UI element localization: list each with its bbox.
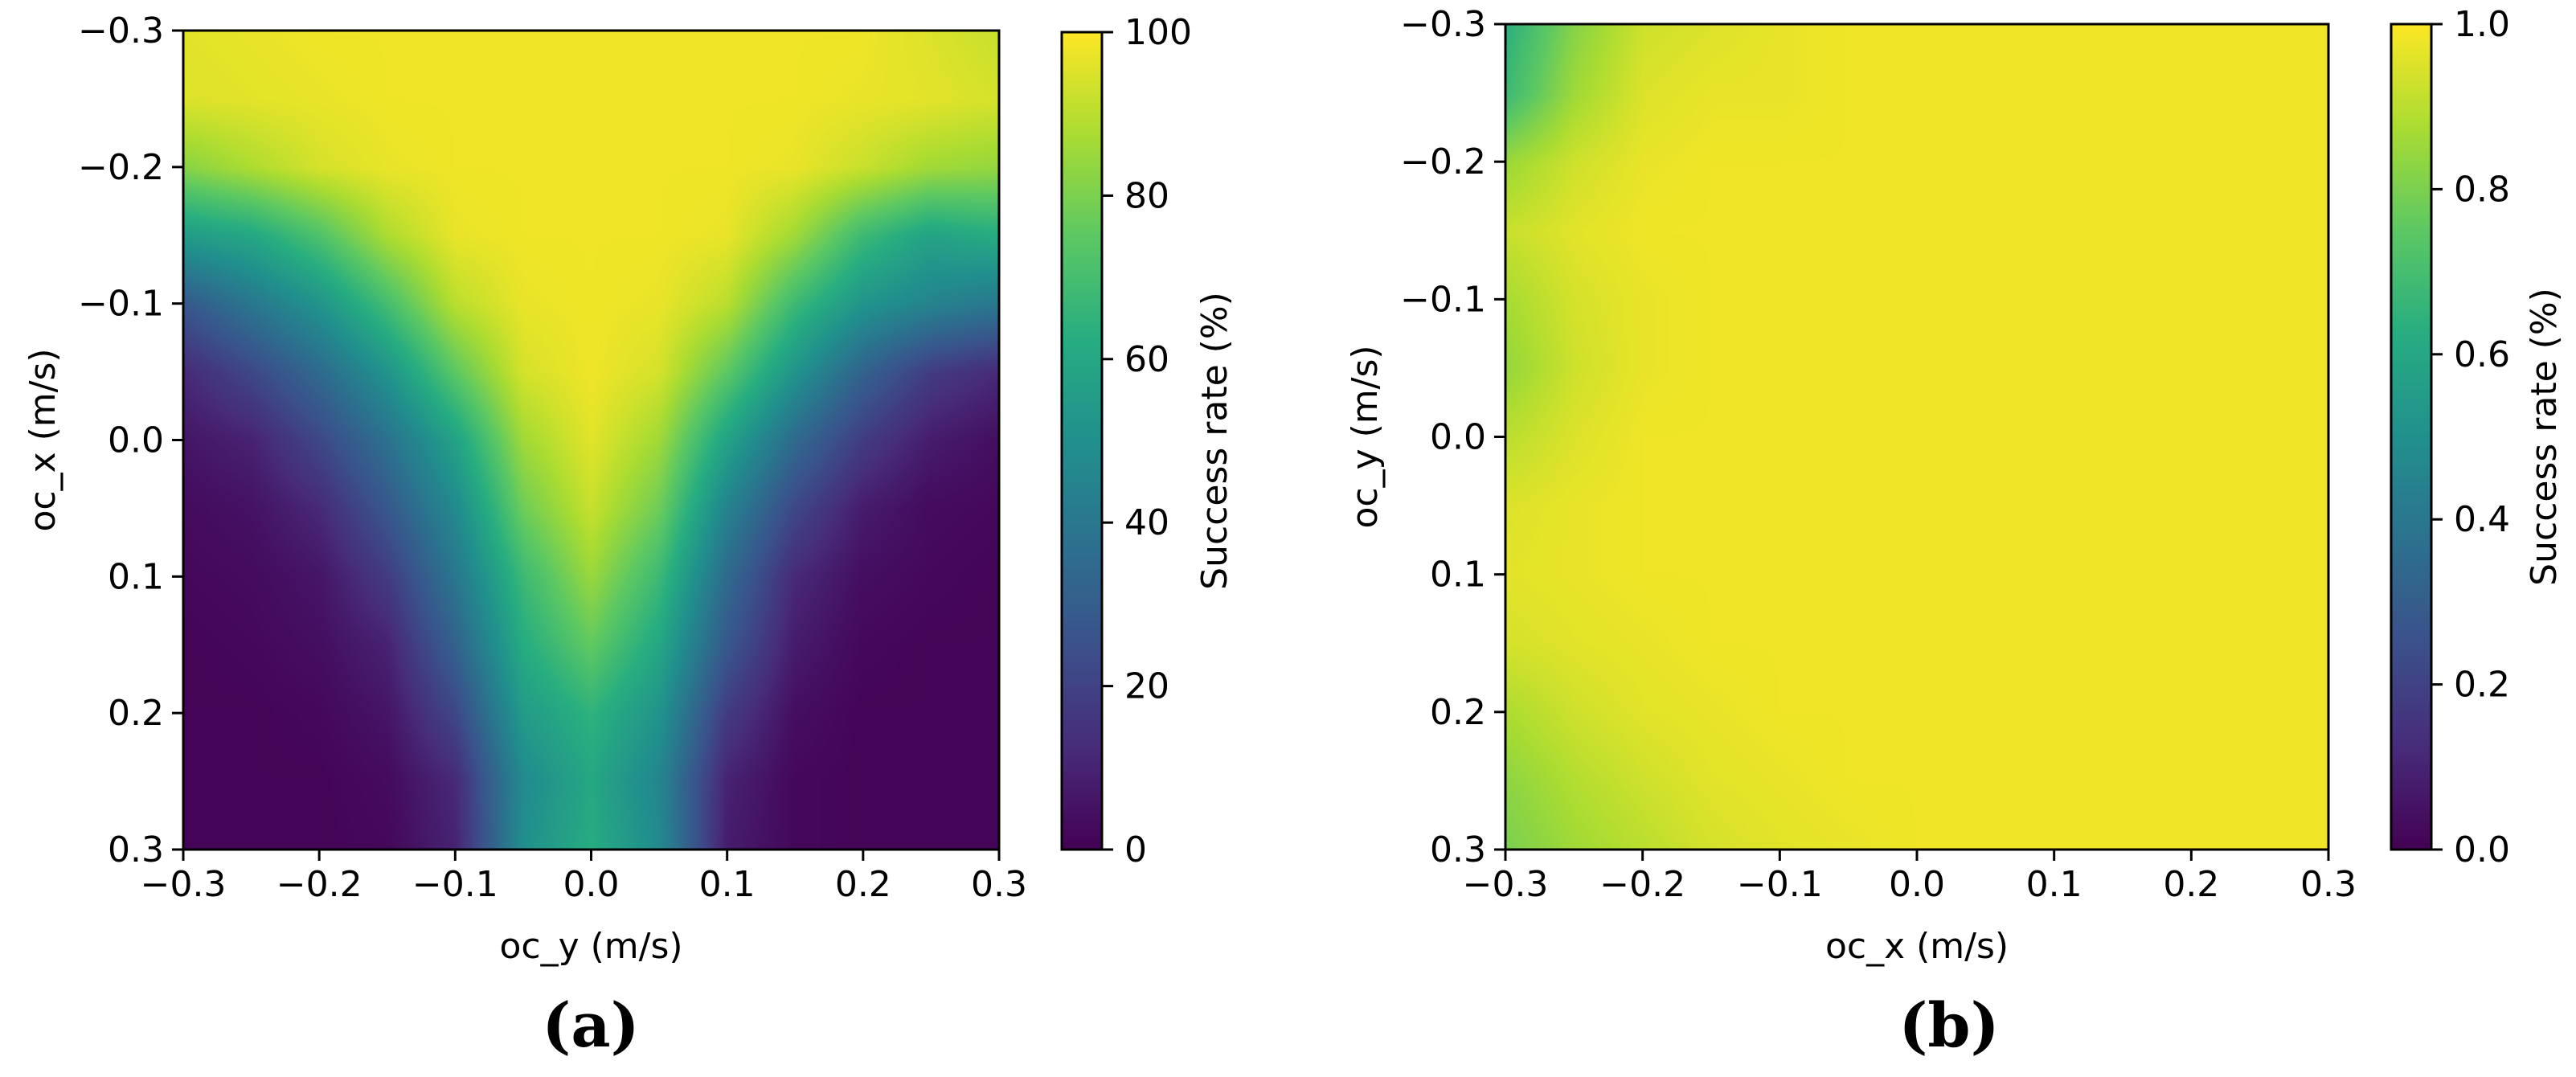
x-tick-label: −0.2 <box>276 864 362 905</box>
colorbar-tick-label: 80 <box>1124 175 1169 216</box>
panel-label: (b) <box>1898 989 1999 1061</box>
colorbar-fill <box>1062 32 1102 850</box>
colorbar-tick-label: 0 <box>1124 829 1147 870</box>
y-tick-label: 0.1 <box>1430 555 1486 596</box>
x-tick-label: 0.1 <box>2026 864 2083 905</box>
colorbar-tick-label: 0.4 <box>2454 499 2510 540</box>
colorbar-tick-label: 100 <box>1124 12 1192 53</box>
x-tick-label: 0.0 <box>1889 864 1945 905</box>
colorbar-frame <box>1060 31 1104 851</box>
y-tick-label: −0.3 <box>1400 4 1486 45</box>
panel-label: (a) <box>542 989 639 1061</box>
x-tick-label: 0.1 <box>699 864 756 905</box>
y-axis-label: oc_y (m/s) <box>1345 345 1386 528</box>
colorbar-fill <box>2391 24 2431 850</box>
colorbar-tick-label: 40 <box>1124 502 1169 543</box>
y-tick-label: 0.2 <box>108 693 164 734</box>
heatmap-image <box>1505 24 2328 850</box>
chart-panel-2: −0.3 −0.2 −0.1 0.0 0.1 0.2 0.3−0.3−0.2−0.10.00… <box>1345 4 2565 1061</box>
colorbar-tick-label: 20 <box>1124 666 1169 707</box>
x-tick-label: −0.1 <box>1737 864 1823 905</box>
x-tick-label: 0.2 <box>2163 864 2219 905</box>
heatmap-image <box>183 31 999 850</box>
x-tick-label: 0.2 <box>835 864 891 905</box>
chart-panel-1: −0.3 −0.2 −0.1 0.0 0.1 0.2 0.3−0.3−0.2−0.10.00… <box>23 10 1235 1061</box>
y-tick-label: 0.1 <box>108 556 164 597</box>
colorbar-tick-label: 0.8 <box>2454 169 2510 210</box>
colorbar-label: Success rate (%) <box>2524 288 2565 586</box>
x-axis-label: oc_y (m/s) <box>499 926 682 967</box>
colorbar-frame <box>2390 23 2433 851</box>
y-tick-label: 0.2 <box>1430 692 1486 733</box>
x-tick-label: 0.3 <box>971 864 1027 905</box>
y-tick-label: 0.3 <box>1430 829 1486 870</box>
colorbar-tick-label: 0.2 <box>2454 665 2510 706</box>
x-axis-label: oc_x (m/s) <box>1825 926 2009 967</box>
x-tick-label: 0.0 <box>563 864 620 905</box>
y-tick-label: 0.3 <box>108 829 164 870</box>
colorbar-label: Success rate (%) <box>1194 292 1235 590</box>
y-tick-label: 0.0 <box>1430 417 1486 458</box>
y-tick-label: −0.1 <box>1400 279 1486 320</box>
y-axis-label: oc_x (m/s) <box>23 348 63 531</box>
colorbar-tick-label: 1.0 <box>2454 4 2510 45</box>
x-tick-label: −0.3 <box>1463 864 1549 905</box>
x-tick-label: −0.3 <box>141 864 227 905</box>
y-tick-label: −0.2 <box>78 147 164 188</box>
y-tick-label: −0.2 <box>1400 141 1486 182</box>
y-tick-label: 0.0 <box>108 420 164 461</box>
x-tick-label: −0.1 <box>412 864 498 905</box>
y-tick-label: −0.1 <box>78 284 164 325</box>
x-tick-label: −0.2 <box>1599 864 1685 905</box>
x-tick-label: 0.3 <box>2300 864 2357 905</box>
colorbar-tick-label: 0.6 <box>2454 334 2510 375</box>
y-tick-label: −0.3 <box>78 10 164 51</box>
colorbar-tick-label: 60 <box>1124 339 1169 380</box>
colorbar-tick-label: 0.0 <box>2454 829 2510 870</box>
